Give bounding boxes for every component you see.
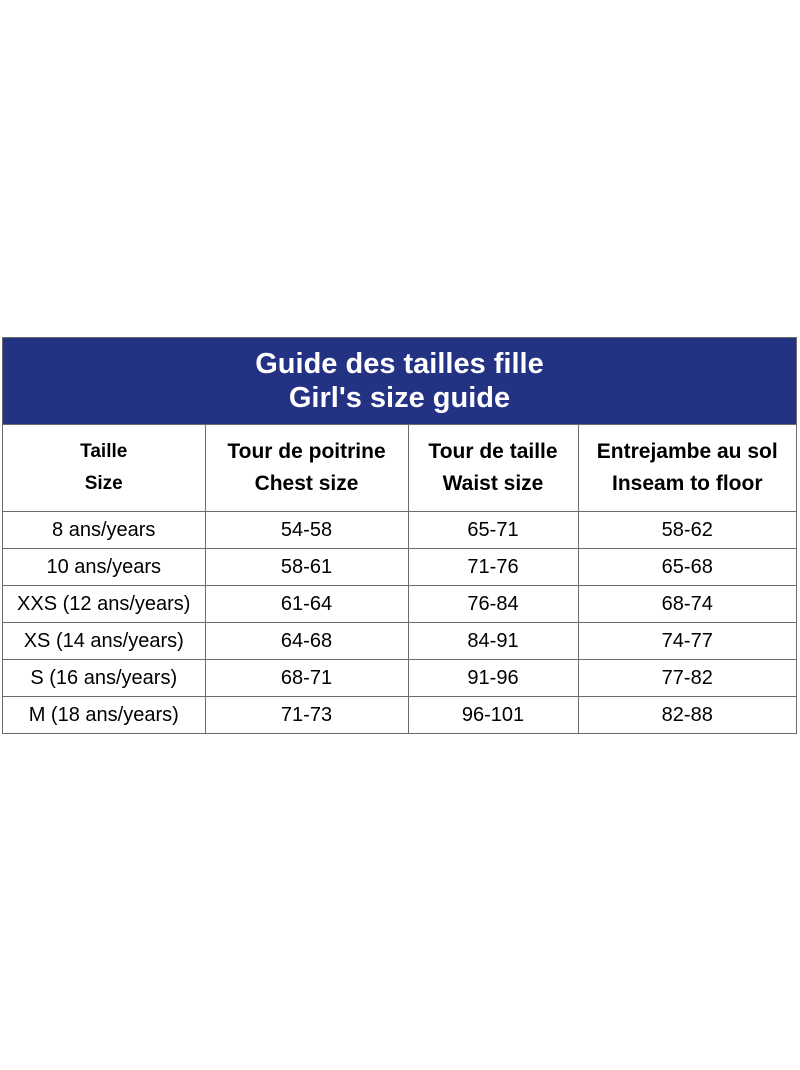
table-row: 8 ans/years 54-58 65-71 58-62 xyxy=(3,511,796,549)
column-header-en: Waist size xyxy=(442,472,544,495)
column-header-fr: Tour de taille xyxy=(428,440,558,463)
cell-size: 8 ans/years xyxy=(3,511,206,549)
cell-chest: 61-64 xyxy=(204,585,409,623)
table-row: M (18 ans/years) 71-73 96-101 82-88 xyxy=(3,696,796,733)
cell-chest: 54-58 xyxy=(204,511,409,549)
column-header-inseam: Entrejambe au sol Inseam to floor xyxy=(577,425,796,512)
size-guide-table: Guide des tailles fille Girl's size guid… xyxy=(2,337,797,734)
cell-chest: 71-73 xyxy=(204,696,409,733)
cell-size: XXS (12 ans/years) xyxy=(3,585,206,623)
cell-inseam: 74-77 xyxy=(577,622,796,660)
column-header-en: Chest size xyxy=(254,472,359,495)
column-header-fr: Taille xyxy=(80,441,128,462)
cell-size: XS (14 ans/years) xyxy=(3,622,206,660)
table-row: S (16 ans/years) 68-71 91-96 77-82 xyxy=(3,659,796,697)
column-header-fr: Entrejambe au sol xyxy=(596,440,778,463)
size-table: Taille Size Tour de poitrine Chest size … xyxy=(3,425,796,733)
table-row: XS (14 ans/years) 64-68 84-91 74-77 xyxy=(3,622,796,660)
cell-waist: 71-76 xyxy=(407,548,579,586)
cell-inseam: 68-74 xyxy=(577,585,796,623)
cell-inseam: 65-68 xyxy=(577,548,796,586)
title-french: Guide des tailles fille xyxy=(255,348,544,380)
cell-chest: 58-61 xyxy=(204,548,409,586)
table-row: 10 ans/years 58-61 71-76 65-68 xyxy=(3,548,796,586)
column-header-chest: Tour de poitrine Chest size xyxy=(204,425,409,512)
cell-waist: 91-96 xyxy=(407,659,579,697)
cell-waist: 76-84 xyxy=(407,585,579,623)
cell-size: M (18 ans/years) xyxy=(3,696,206,733)
cell-inseam: 58-62 xyxy=(577,511,796,549)
column-header-waist: Tour de taille Waist size xyxy=(407,425,579,512)
header-row: Taille Size Tour de poitrine Chest size … xyxy=(3,425,796,512)
cell-size: S (16 ans/years) xyxy=(3,659,206,697)
cell-waist: 84-91 xyxy=(407,622,579,660)
title-english: Girl's size guide xyxy=(288,382,511,414)
cell-waist: 65-71 xyxy=(407,511,579,549)
cell-inseam: 77-82 xyxy=(577,659,796,697)
column-header-size: Taille Size xyxy=(3,425,206,512)
cell-chest: 64-68 xyxy=(204,622,409,660)
table-title-bar: Guide des tailles fille Girl's size guid… xyxy=(3,338,796,425)
cell-waist: 96-101 xyxy=(407,696,579,733)
cell-chest: 68-71 xyxy=(204,659,409,697)
column-header-fr: Tour de poitrine xyxy=(227,440,386,463)
column-header-en: Size xyxy=(84,473,123,494)
cell-size: 10 ans/years xyxy=(3,548,206,586)
table-row: XXS (12 ans/years) 61-64 76-84 68-74 xyxy=(3,585,796,623)
column-header-en: Inseam to floor xyxy=(611,472,763,495)
cell-inseam: 82-88 xyxy=(577,696,796,733)
